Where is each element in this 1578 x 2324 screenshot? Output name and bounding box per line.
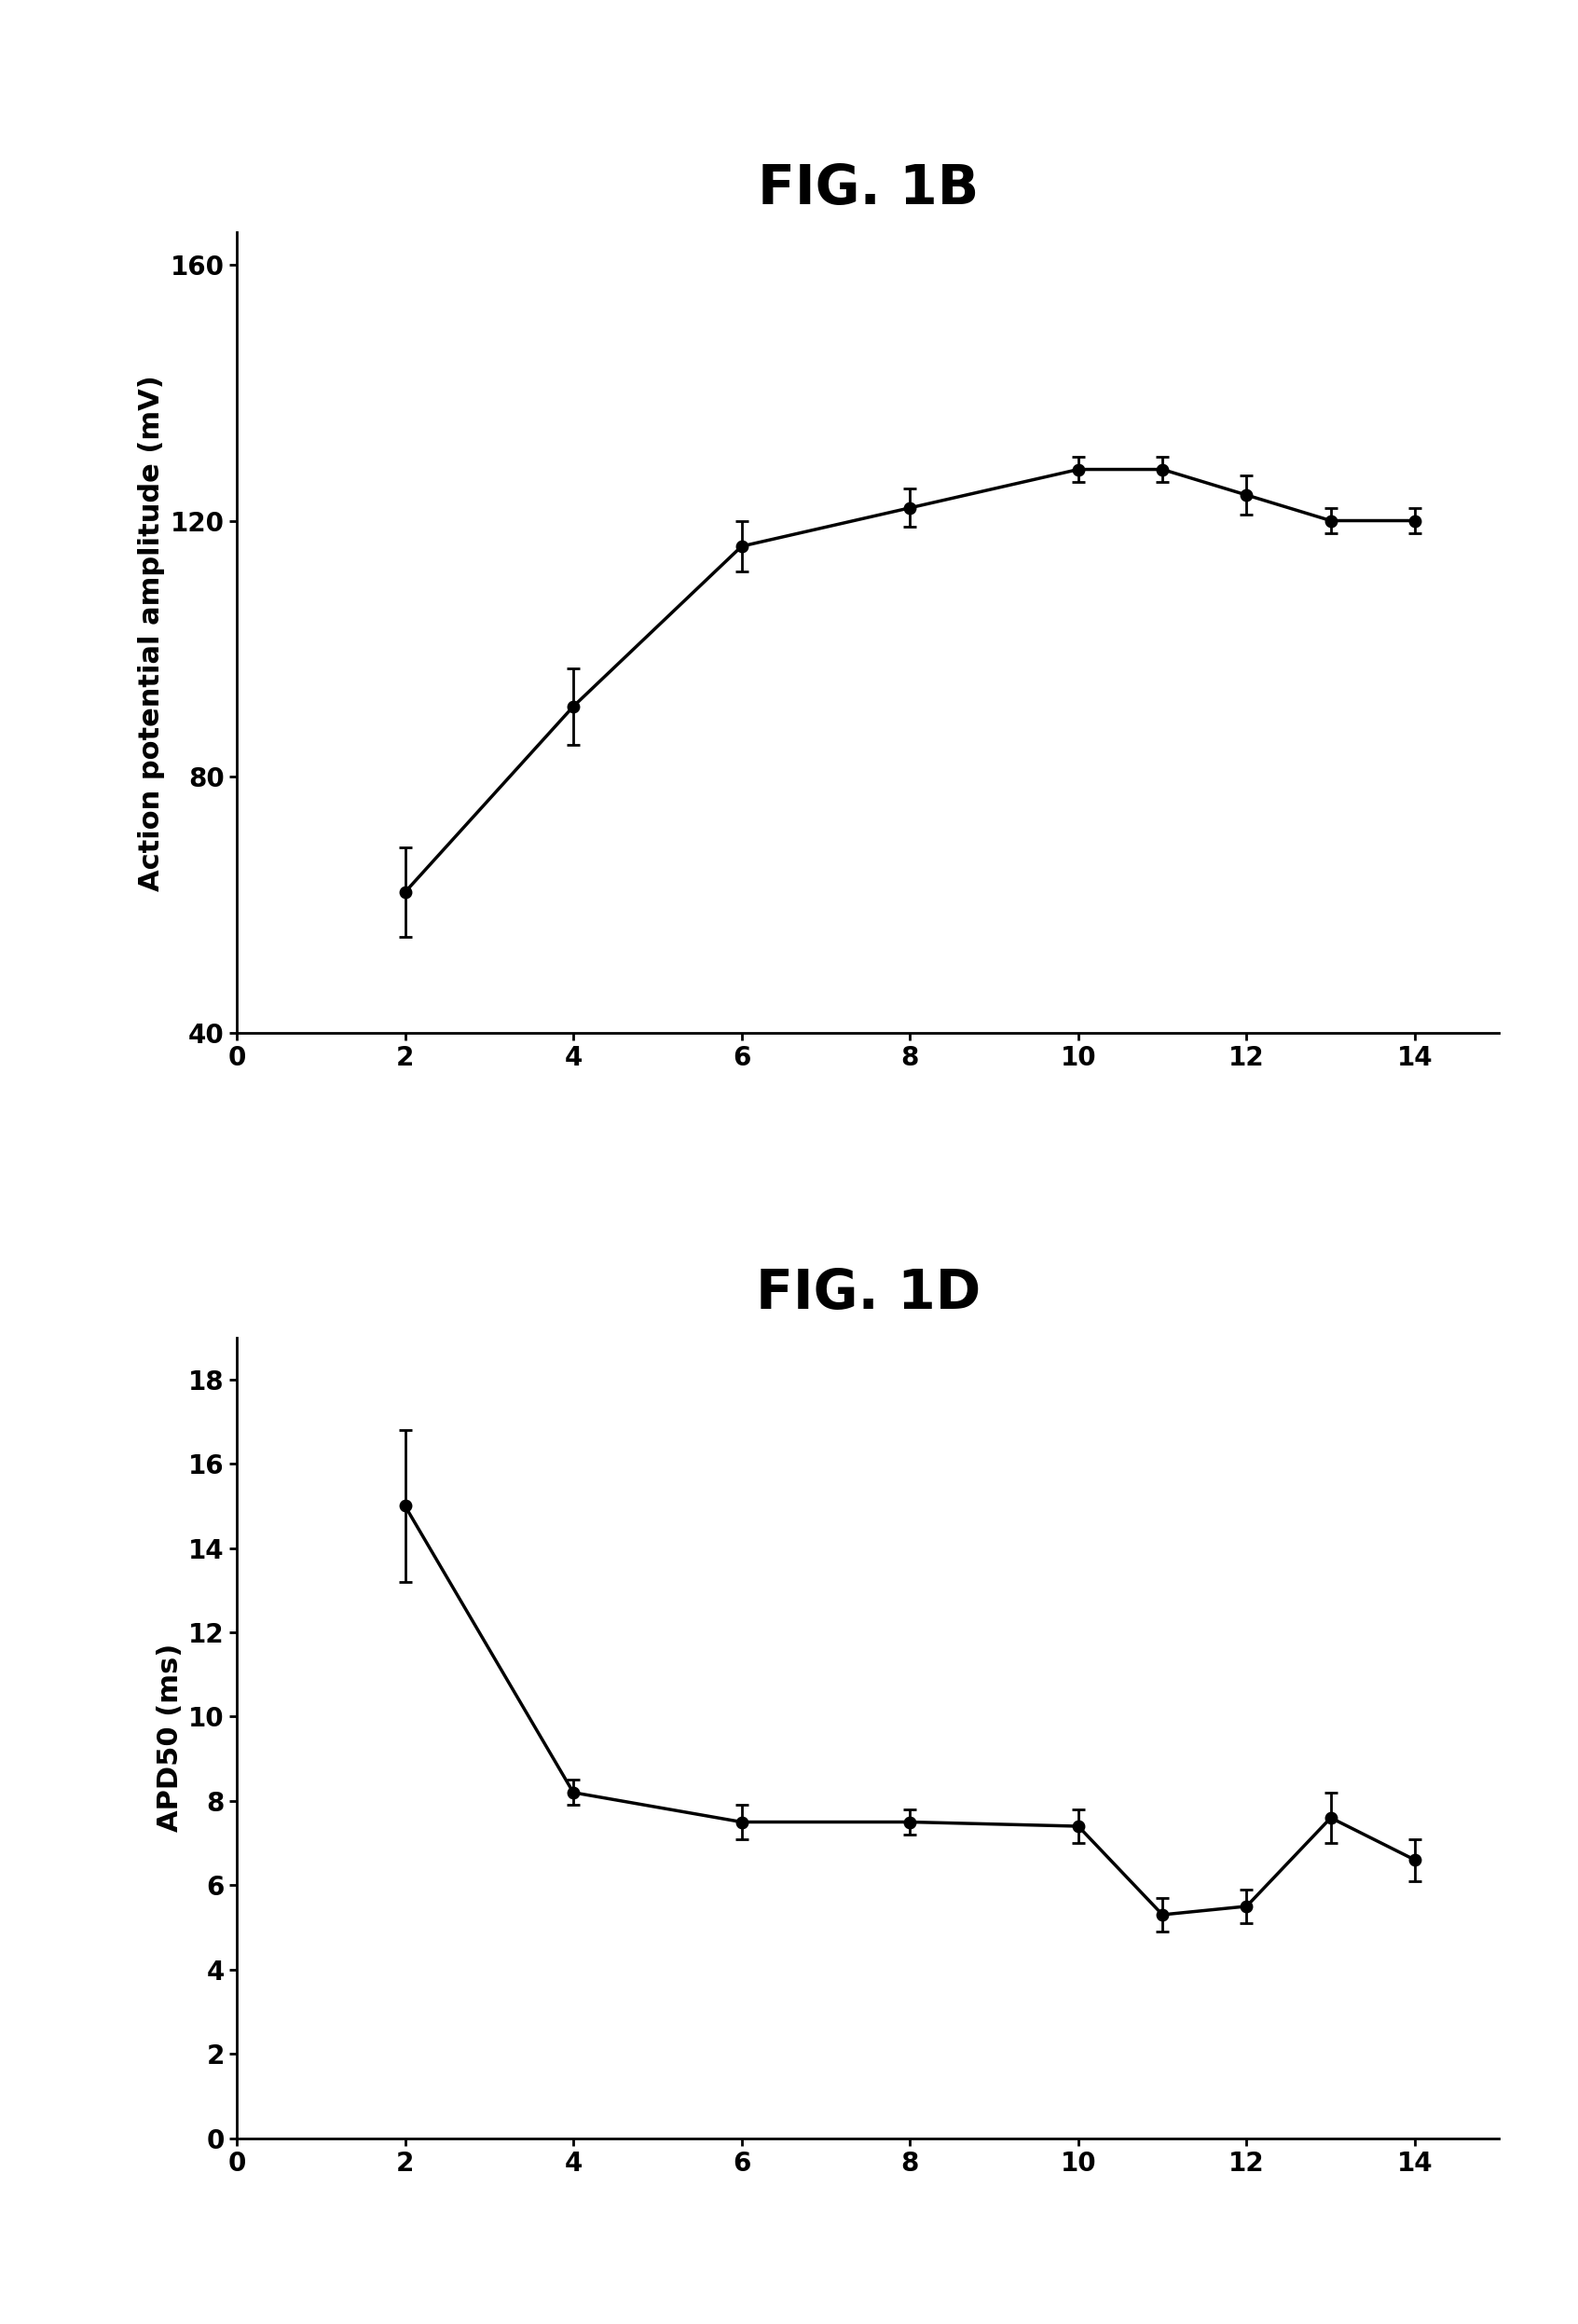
Title: FIG. 1D: FIG. 1D [756, 1267, 980, 1320]
Title: FIG. 1B: FIG. 1B [757, 163, 978, 216]
Y-axis label: Action potential amplitude (mV): Action potential amplitude (mV) [139, 374, 166, 890]
Y-axis label: APD50 (ms): APD50 (ms) [156, 1643, 183, 1831]
